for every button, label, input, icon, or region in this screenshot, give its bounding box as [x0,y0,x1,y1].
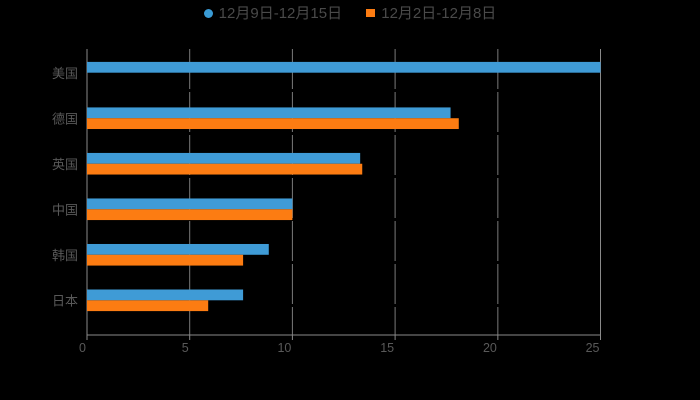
svg-text:美国: 美国 [52,66,78,81]
svg-text:英国: 英国 [52,157,78,172]
svg-text:25: 25 [586,341,600,355]
svg-text:10: 10 [277,341,291,355]
svg-text:日本: 日本 [52,293,78,308]
svg-text:中国: 中国 [52,202,78,217]
svg-text:5: 5 [182,341,189,355]
svg-text:20: 20 [483,341,497,355]
svg-text:15: 15 [380,341,394,355]
svg-text:0: 0 [79,341,86,355]
svg-text:韩国: 韩国 [52,248,78,263]
svg-text:德国: 德国 [52,111,78,126]
